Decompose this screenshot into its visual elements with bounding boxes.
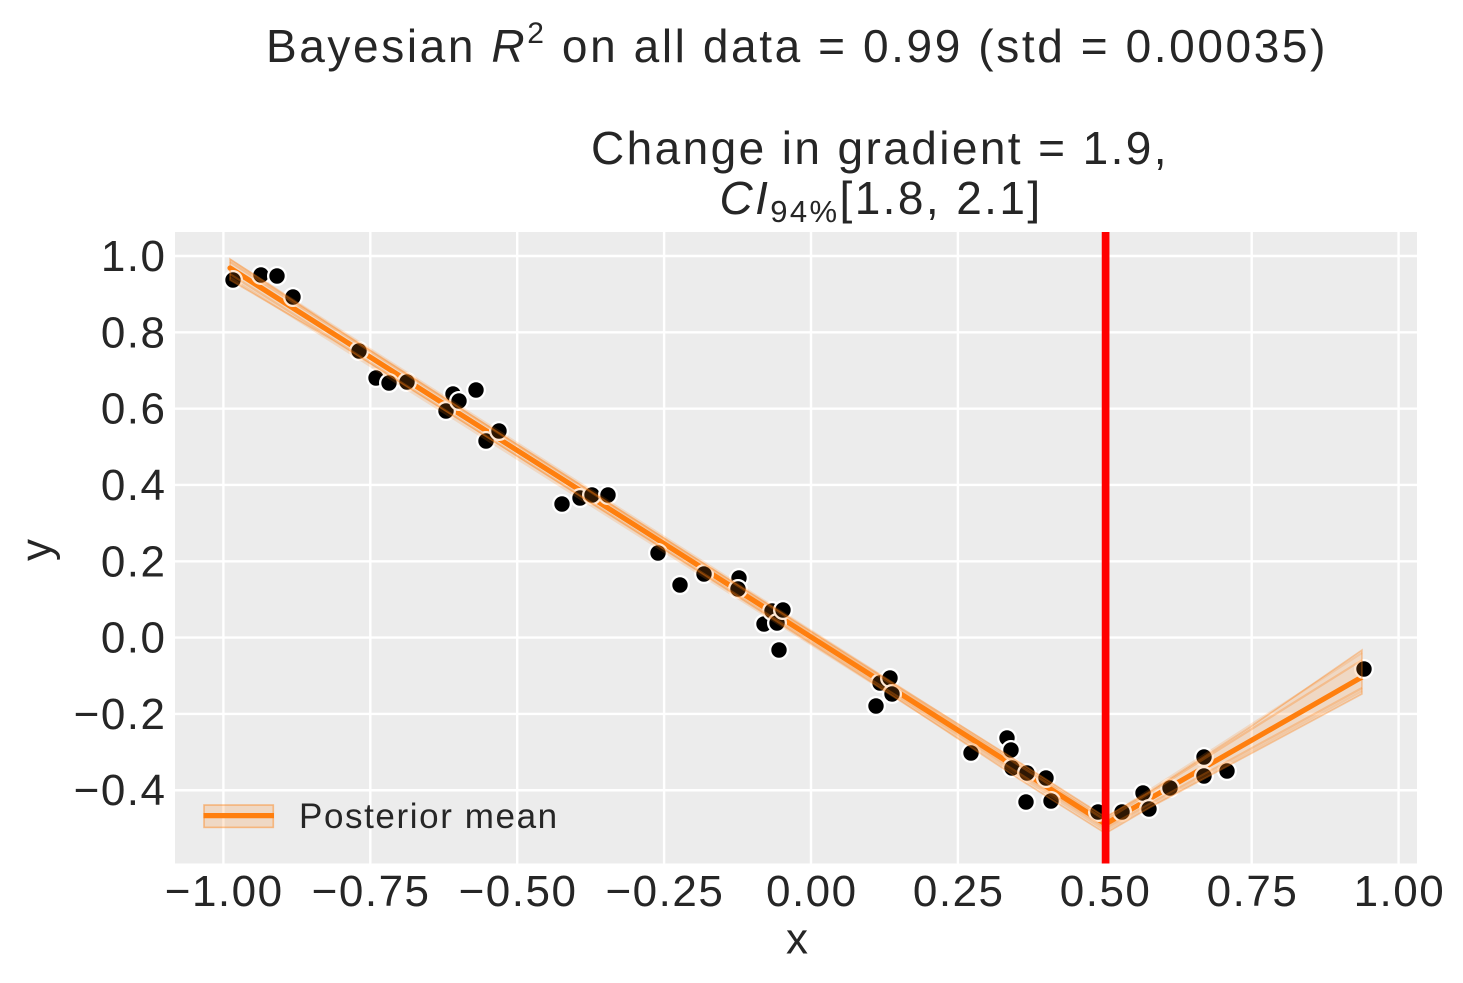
svg-text:x: x [786, 915, 808, 964]
svg-text:Change in gradient = 1.9,: Change in gradient = 1.9, [591, 122, 1169, 174]
svg-text:0.0: 0.0 [101, 614, 167, 663]
svg-text:0.00: 0.00 [766, 867, 858, 916]
svg-text:0.4: 0.4 [101, 461, 167, 510]
svg-text:0.75: 0.75 [1207, 867, 1299, 916]
svg-text:−1.00: −1.00 [165, 867, 284, 916]
svg-text:1.0: 1.0 [101, 232, 167, 281]
svg-text:0.6: 0.6 [101, 385, 167, 434]
svg-text:y: y [12, 539, 61, 561]
svg-text:Posterior mean: Posterior mean [299, 797, 559, 836]
svg-text:1.00: 1.00 [1354, 867, 1446, 916]
svg-text:0.2: 0.2 [101, 537, 167, 586]
svg-text:−0.75: −0.75 [312, 867, 431, 916]
svg-text:−0.4: −0.4 [74, 766, 167, 815]
svg-text:−0.2: −0.2 [74, 690, 167, 739]
svg-text:0.50: 0.50 [1060, 867, 1152, 916]
svg-text:Bayesian R2 on all data = 0.99: Bayesian R2 on all data = 0.99 (std = 0.… [266, 17, 1328, 72]
svg-text:−0.50: −0.50 [459, 867, 578, 916]
svg-text:CI94%[1.8, 2.1]: CI94%[1.8, 2.1] [719, 172, 1042, 229]
svg-text:0.8: 0.8 [101, 308, 167, 357]
svg-text:0.25: 0.25 [913, 867, 1005, 916]
svg-text:−0.25: −0.25 [605, 867, 724, 916]
